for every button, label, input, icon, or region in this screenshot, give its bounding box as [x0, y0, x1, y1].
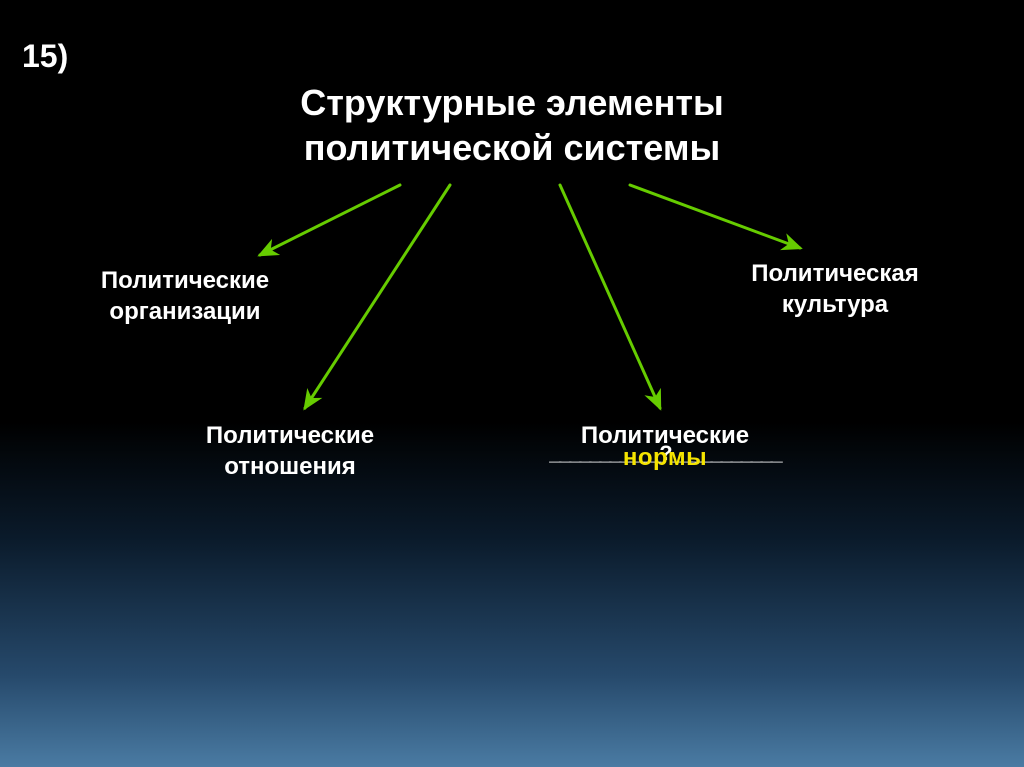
node-4-line-2: культура — [720, 289, 950, 320]
title-line-1: Структурные элементы — [300, 82, 723, 123]
node-political-relations: Политические отношения — [175, 420, 405, 482]
slide-number: 15) — [22, 38, 68, 75]
node-1-line-2: организации — [70, 296, 300, 327]
arrow-3 — [560, 185, 660, 408]
arrow-1 — [260, 185, 400, 255]
node-political-culture: Политическая культура — [720, 258, 950, 320]
arrow-2 — [305, 185, 450, 408]
node-3-answer-overlay: ___________?___________ нормы — [545, 440, 785, 472]
title-line-2: политической системы — [304, 127, 720, 168]
node-political-organizations: Политические организации — [70, 265, 300, 327]
node-2-line-1: Политические — [175, 420, 405, 451]
node-1-line-1: Политические — [70, 265, 300, 296]
node-4-line-1: Политическая — [720, 258, 950, 289]
arrow-4 — [630, 185, 800, 248]
slide-title: Структурные элементы политической систем… — [0, 80, 1024, 170]
node-2-line-2: отношения — [175, 451, 405, 482]
slide-root: 15) Структурные элементы политической си… — [0, 0, 1024, 767]
